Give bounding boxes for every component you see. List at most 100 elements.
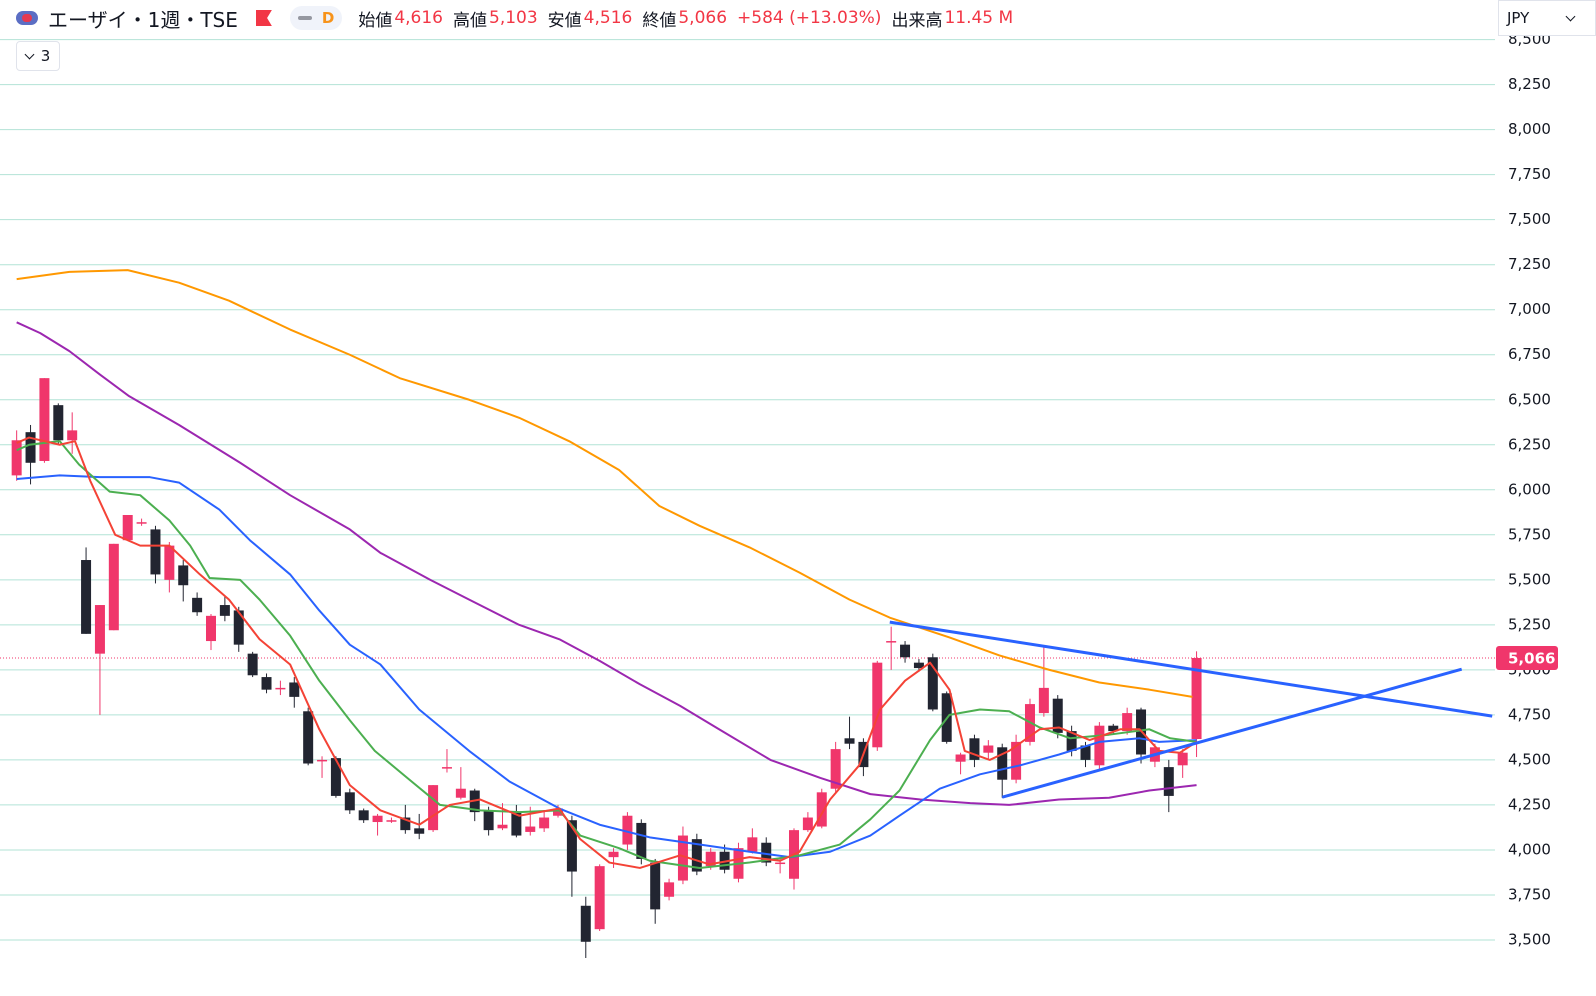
candle-body (927, 657, 938, 710)
candle-body (580, 905, 591, 942)
candle-body (1011, 741, 1022, 780)
trend-line (1001, 667, 1463, 799)
candle-body (1191, 657, 1202, 740)
candle-body (25, 432, 36, 463)
y-tick-label: 4,000 (1508, 840, 1551, 858)
moving-average (16, 436, 1198, 869)
y-tick-label: 6,000 (1508, 480, 1551, 498)
y-tick-label: 3,750 (1508, 885, 1551, 903)
symbol-title[interactable]: エーザイ・1週・TSE (48, 7, 238, 32)
candle-body (747, 837, 758, 852)
candle-body (664, 882, 675, 897)
last-price-box (1496, 645, 1558, 670)
y-tick-label: 7,750 (1508, 165, 1551, 183)
legend-label: 始値 (358, 10, 393, 31)
candle-body (53, 405, 64, 441)
candle-body (816, 792, 827, 827)
y-tick-label: 5,500 (1508, 570, 1551, 588)
candle-body (983, 745, 994, 753)
candle-body (178, 565, 189, 586)
candle-body (386, 820, 397, 822)
candle-body (1038, 687, 1049, 714)
last-price-label: 5,066 (1508, 649, 1555, 667)
dash-icon (297, 16, 312, 20)
moving-average (16, 321, 1197, 806)
interval-badge[interactable]: D (289, 6, 343, 30)
candle-body (691, 839, 702, 872)
ohlc-legend: 始値 4,616 高値 5,103 安値 4,516 終値 5,066 (358, 6, 737, 31)
candle-body (205, 615, 216, 642)
y-tick-label: 8,250 (1508, 75, 1551, 93)
candle-body (761, 842, 772, 863)
candle-body (886, 641, 897, 643)
currency: JPY (1507, 9, 1530, 27)
volume-label: 出来高 (891, 10, 943, 31)
moving-average (16, 474, 1197, 859)
candle-body (247, 653, 258, 676)
candle-body (67, 430, 78, 441)
candle-body (636, 822, 647, 859)
currency-selector[interactable]: JPY (1498, 0, 1596, 36)
chevron (1565, 11, 1576, 21)
candle-body (1094, 725, 1105, 766)
legend-value: 5,066 (678, 8, 728, 28)
candle-body (39, 378, 50, 461)
legend-value: 5,103 (489, 8, 538, 28)
candle-body (775, 862, 786, 865)
indicator-toggle[interactable]: 3 (16, 41, 60, 71)
candle-body (566, 820, 577, 872)
y-tick-label: 3,500 (1508, 930, 1551, 948)
candle-body (525, 826, 536, 832)
candle-body (400, 817, 411, 831)
candle-body (1052, 698, 1063, 733)
legend-value: 4,516 (583, 8, 633, 28)
y-tick-label: 6,500 (1508, 390, 1551, 408)
candle-body (330, 758, 341, 796)
y-tick-label: 4,250 (1508, 795, 1551, 813)
y-tick-label: 6,750 (1508, 345, 1551, 363)
candle-body (275, 687, 286, 690)
y-tick-label: 4,750 (1508, 705, 1551, 723)
candle-body (358, 810, 369, 821)
candle-body (553, 808, 564, 816)
candle-body (497, 824, 508, 829)
candle-body (164, 545, 175, 580)
grid (0, 39, 1495, 941)
candle-body (414, 828, 425, 834)
plot-area (0, 269, 1495, 958)
change: +584 (+13.03%) (737, 8, 882, 28)
candle-body (122, 515, 133, 541)
y-tick-label: 7,000 (1508, 300, 1551, 318)
legend-value: 4,616 (394, 8, 443, 28)
candle-body (677, 835, 688, 881)
candle-body (81, 560, 92, 634)
price-axis: 3,5003,7504,0004,2504,5004,7505,0005,250… (1496, 30, 1558, 948)
legend-label: 高値 (453, 10, 487, 31)
candle-body (1177, 752, 1188, 766)
candle-body (955, 754, 966, 762)
y-tick-label: 6,250 (1508, 435, 1551, 453)
candle-body (872, 662, 883, 748)
chevron (24, 49, 35, 59)
candle-body (11, 440, 22, 476)
candle-body (233, 610, 244, 645)
candle-body (192, 597, 203, 613)
candle-body (289, 682, 300, 697)
candle-body (372, 815, 383, 823)
y-tick-label: 4,500 (1508, 750, 1551, 768)
candle-body (428, 785, 439, 831)
y-tick-label: 7,500 (1508, 210, 1551, 228)
candle-body (150, 529, 161, 575)
moving-average (16, 440, 1197, 869)
y-tick-label: 7,250 (1508, 255, 1551, 273)
moving-average (16, 269, 1193, 698)
candle-body (969, 738, 980, 760)
y-tick-label: 8,000 (1508, 120, 1551, 138)
candle-body (317, 759, 328, 762)
candle-body (1163, 767, 1174, 796)
candle-body (261, 677, 272, 690)
flag-icon[interactable] (255, 10, 272, 26)
candle-body (608, 851, 619, 858)
